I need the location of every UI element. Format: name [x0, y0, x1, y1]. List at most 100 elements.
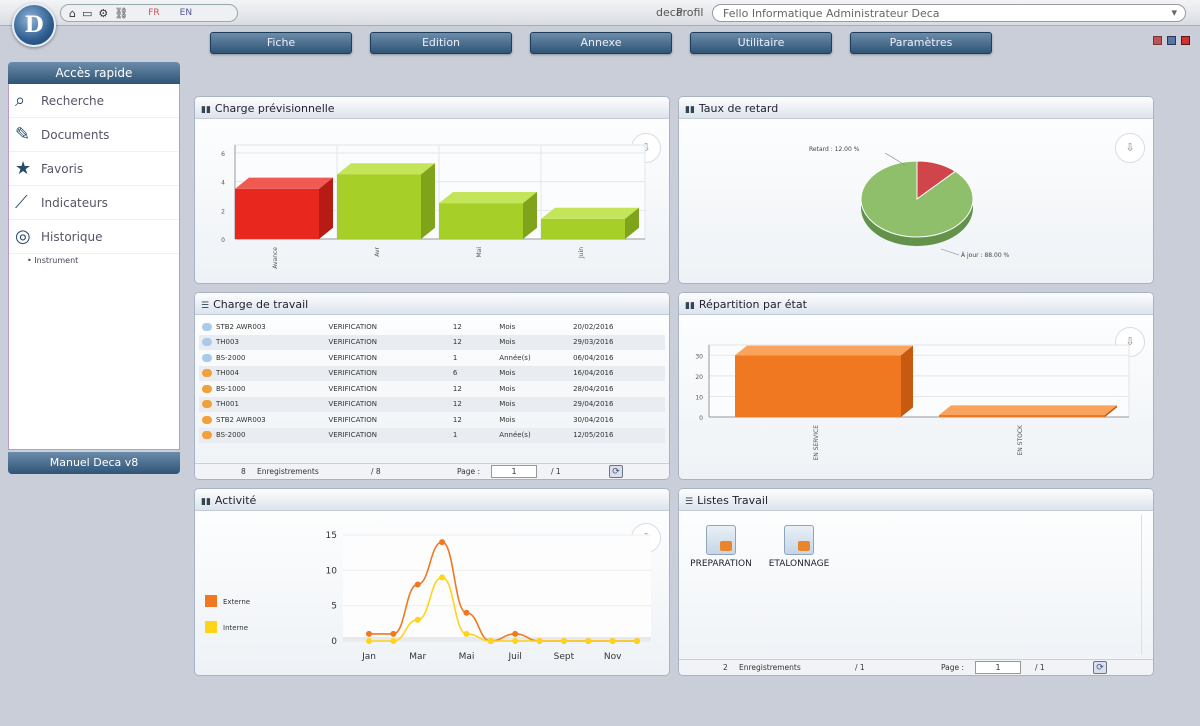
cell-unit: Mois	[496, 397, 570, 413]
panel-title: Listes Travail	[697, 494, 769, 507]
print-icon[interactable]	[1167, 36, 1176, 45]
close-icon[interactable]	[1181, 36, 1190, 45]
page-input[interactable]: 1	[491, 465, 537, 478]
download-icon[interactable]: ⇩	[1115, 133, 1145, 163]
quick-toolbar: ⌂ ▭ ⚙ ⛓ FR EN	[60, 4, 238, 22]
cell-date-text: 06/04/2016	[573, 353, 614, 362]
bar-juin	[541, 207, 639, 239]
label-leader	[884, 152, 906, 166]
y-tick-label: 4	[221, 180, 225, 187]
menu-utilitaire[interactable]: Utilitaire	[690, 32, 832, 54]
table-row[interactable]: BS-2000 VERIFICATION 1 Année(s) 06/04/2016	[199, 350, 665, 366]
bar-side	[901, 345, 913, 417]
tile-label: ETALONNAGE	[768, 559, 830, 569]
listes-pager: 2 Enregistrements / 1 Page : 1 / 1 ⟳	[679, 659, 1153, 675]
cell-type: VERIFICATION	[326, 381, 450, 397]
link-icon[interactable]: ⛓	[114, 6, 129, 20]
cell-type: VERIFICATION	[326, 350, 450, 366]
y-tick-label: 30	[695, 353, 703, 360]
list-document-icon	[784, 525, 814, 555]
cell-date-text: 20/02/2016	[573, 322, 614, 331]
cell-unit-text: Année(s)	[499, 353, 531, 362]
sidebar-subitem-instrument[interactable]: • Instrument	[27, 256, 79, 265]
bar-top	[939, 405, 1117, 415]
refresh-icon[interactable]: ⟳	[1093, 661, 1107, 674]
cell-ref: BS-1000	[199, 381, 326, 397]
monitor-icon[interactable]: ▭	[81, 6, 93, 20]
help-icon[interactable]	[1153, 36, 1162, 45]
lang-b[interactable]: EN	[179, 8, 193, 18]
record-count: 2	[723, 663, 728, 672]
data-point	[390, 630, 397, 637]
menu-fiche[interactable]: Fiche	[210, 32, 352, 54]
x-tick-label: Mar	[409, 652, 426, 662]
cell-type-text: VERIFICATION	[328, 369, 377, 378]
cell-type: VERIFICATION	[326, 428, 450, 444]
profile-select[interactable]: Fello Informatique Administrateur Deca	[712, 4, 1186, 22]
cell-count: 1	[450, 350, 496, 366]
warning-dot-icon	[202, 400, 212, 409]
menu-edition[interactable]: Edition	[370, 32, 512, 54]
panel-taux-retard: ▮▮ Taux de retard ⇩ Retard : 12.00 % À jou…	[678, 96, 1154, 284]
page-total: / 1	[1035, 663, 1045, 672]
lang-a[interactable]: FR	[148, 8, 160, 18]
menu-annexe[interactable]: Annexe	[530, 32, 672, 54]
sidebar-item-documents[interactable]: ✎ Documents	[9, 118, 179, 152]
settings-icon[interactable]: ⚙	[98, 6, 109, 20]
cell-type: VERIFICATION	[326, 319, 450, 335]
list-icon: ☰	[201, 301, 210, 311]
cell-type: VERIFICATION	[326, 335, 450, 351]
sidebar-item-favoris[interactable]: ★ Favoris	[9, 152, 179, 186]
cell-ref-text: STB2 AWR003	[216, 322, 266, 331]
cell-date-text: 29/04/2016	[573, 400, 614, 409]
cell-type-text: VERIFICATION	[328, 384, 377, 393]
data-point	[414, 616, 421, 623]
table-row[interactable]: STB2 AWR003 VERIFICATION 12 Mois 20/02/2016	[199, 319, 665, 335]
panel-activite: ▮▮Activité ⇩ 051015JanMarMaiJuilSeptNovE…	[194, 488, 670, 676]
y-tick-label: 2	[221, 208, 225, 215]
sidebar-item-historique[interactable]: ◎ Historique	[9, 220, 179, 254]
cell-unit: Mois	[496, 381, 570, 397]
cell-ref-text: BS-1000	[216, 384, 246, 393]
table-row[interactable]: BS-1000 VERIFICATION 12 Mois 28/04/2016	[199, 381, 665, 397]
table-row[interactable]: TH004 VERIFICATION 6 Mois 16/04/2016	[199, 365, 665, 381]
cell-ref-text: BS-2000	[216, 353, 246, 362]
sidebar-title: Accès rapide	[8, 62, 180, 84]
deca-logo[interactable]: D	[12, 3, 56, 47]
table-row[interactable]: STB2 AWR003 VERIFICATION 12 Mois 30/04/2016	[199, 412, 665, 428]
warning-dot-icon	[202, 369, 212, 378]
y-tick-label: 5	[331, 602, 337, 612]
sidebar-item-indicateurs[interactable]: ⟋ Indicateurs	[9, 186, 179, 220]
table-row[interactable]: TH003 VERIFICATION 12 Mois 29/03/2016	[199, 334, 665, 351]
data-point	[609, 638, 616, 644]
data-point	[439, 539, 446, 546]
vertical-scrollbar[interactable]	[1141, 515, 1151, 655]
cell-ref: TH003	[199, 335, 326, 351]
menu-parametres[interactable]: Paramètres	[850, 32, 992, 54]
home-icon[interactable]: ⌂	[69, 6, 76, 20]
cell-unit-text: Mois	[499, 384, 516, 393]
sidebar-item-label: Recherche	[41, 93, 105, 108]
sidebar-item-recherche[interactable]: ⌕ Recherche	[9, 84, 179, 118]
tile-etalonnage[interactable]: ETALONNAGE	[763, 525, 835, 569]
cell-type: VERIFICATION	[326, 412, 450, 428]
search-icon: ⌕	[15, 90, 26, 111]
sidebar-subitem-label: Instrument	[34, 256, 79, 265]
table-row[interactable]: TH001 VERIFICATION 12 Mois 29/04/2016	[199, 396, 665, 413]
cell-type-text: VERIFICATION	[328, 338, 377, 347]
cell-unit-text: Mois	[499, 338, 516, 347]
data-point	[512, 638, 519, 644]
table-row[interactable]: BS-2000 VERIFICATION 1 Année(s) 12/05/2016	[199, 427, 665, 444]
cell-ref-text: TH004	[216, 369, 239, 378]
page-input[interactable]: 1	[975, 661, 1021, 674]
x-tick-label: Mai	[459, 652, 475, 662]
warning-dot-icon	[202, 431, 212, 440]
tile-preparation[interactable]: PREPARATION	[685, 525, 757, 569]
manual-button[interactable]: Manuel Deca v8	[8, 452, 180, 474]
cloud-icon	[202, 353, 212, 362]
bar-mai	[439, 191, 537, 239]
cell-date-text: 28/04/2016	[573, 384, 614, 393]
data-point	[585, 638, 592, 644]
refresh-icon[interactable]: ⟳	[609, 465, 623, 478]
panel-title: Taux de retard	[698, 102, 779, 115]
